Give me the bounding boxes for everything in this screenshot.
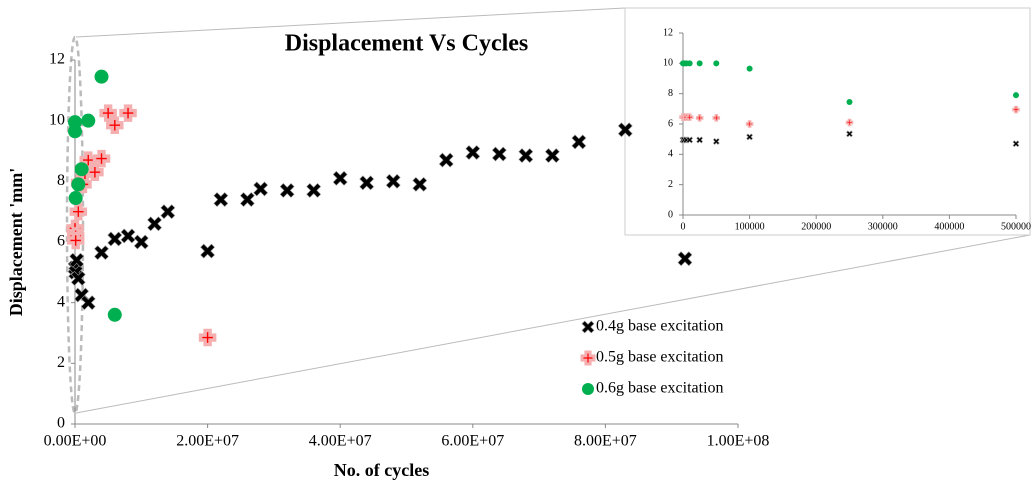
y-tick-label: 6 (668, 118, 673, 129)
legend-label: 0.6g base excitation (596, 380, 724, 397)
data-point (107, 307, 122, 322)
data-point (71, 177, 86, 192)
data-point (120, 228, 136, 244)
legend-label: 0.4g base excitation (596, 318, 724, 335)
x-tick-label: 300000 (868, 221, 898, 232)
data-point (306, 183, 322, 198)
data-point (491, 146, 507, 162)
y-tick-label: 6 (57, 233, 65, 250)
data-point (81, 113, 96, 128)
data-point (198, 328, 217, 347)
y-tick-label: 4 (57, 293, 65, 310)
data-point (1012, 140, 1020, 148)
x-tick-label: 200000 (801, 221, 831, 232)
x-axis-title: No. of cycles (334, 460, 429, 480)
data-point (544, 148, 560, 163)
data-point (106, 116, 124, 134)
data-point (213, 192, 229, 207)
y-tick-label: 2 (668, 179, 673, 190)
data-point (279, 183, 295, 198)
data-point (712, 138, 720, 145)
zoom-connector (75, 7, 626, 38)
data-point (695, 114, 704, 122)
data-point (438, 152, 454, 168)
data-point (713, 60, 720, 67)
y-tick-label: 10 (663, 58, 673, 69)
legend-marker (582, 383, 594, 395)
data-point (677, 251, 693, 267)
data-point (1012, 105, 1020, 114)
chart-title: Displacement Vs Cycles (285, 31, 529, 57)
data-point (94, 245, 109, 261)
y-tick-label: 0 (57, 415, 65, 432)
data-point (80, 295, 96, 311)
legend-label: 0.5g base excitation (596, 349, 724, 366)
data-point (745, 120, 754, 128)
data-point (332, 170, 348, 186)
data-point (696, 60, 703, 67)
x-tick-label: 2.00E+07 (176, 433, 239, 450)
data-point (74, 162, 89, 177)
data-point (712, 114, 721, 122)
data-point (846, 99, 853, 106)
zoom-connector (75, 234, 1031, 414)
data-point (465, 145, 481, 160)
y-tick-label: 12 (49, 51, 65, 68)
data-point (94, 69, 109, 84)
data-point (571, 134, 587, 150)
data-point (253, 181, 269, 197)
data-point (746, 65, 753, 72)
data-point (147, 216, 162, 232)
data-point (68, 191, 83, 206)
data-point (160, 204, 176, 220)
x-tick-label: 500000 (1001, 221, 1031, 232)
y-tick-label: 10 (49, 111, 65, 128)
data-point (133, 234, 149, 250)
data-point (617, 122, 633, 138)
data-point (69, 202, 88, 221)
data-point (119, 104, 137, 122)
data-point (1013, 92, 1019, 99)
data-point (412, 176, 428, 192)
data-point (200, 243, 216, 259)
data-point (385, 173, 401, 189)
data-point (685, 113, 694, 121)
data-point (746, 133, 754, 141)
data-point (359, 175, 375, 191)
data-point (686, 136, 694, 144)
data-point (846, 130, 853, 138)
y-tick-label: 0 (668, 209, 673, 220)
data-point (696, 136, 704, 144)
data-point (69, 252, 85, 268)
data-point (70, 270, 86, 286)
data-point (845, 118, 854, 127)
data-point (66, 231, 85, 250)
data-point (518, 148, 534, 163)
data-point (92, 149, 111, 168)
x-tick-label: 8.00E+07 (574, 433, 637, 450)
legend-marker (581, 320, 595, 334)
data-point (686, 60, 693, 67)
x-tick-label: 6.00E+07 (441, 433, 504, 450)
x-tick-label: 0.00E+00 (44, 433, 107, 450)
x-tick-label: 4.00E+07 (309, 433, 372, 450)
x-tick-label: 400000 (934, 221, 964, 232)
data-point (107, 231, 123, 247)
x-tick-label: 1.00E+08 (707, 433, 770, 450)
y-tick-label: 8 (668, 88, 673, 99)
y-tick-label: 4 (668, 149, 673, 160)
y-tick-label: 8 (57, 172, 65, 189)
x-tick-label: 0 (681, 221, 686, 232)
legend-marker (580, 350, 596, 366)
y-axis-title: Displacement 'mm' (6, 168, 26, 316)
y-tick-label: 12 (663, 27, 673, 38)
x-tick-label: 100000 (735, 221, 765, 232)
y-tick-label: 2 (57, 354, 65, 371)
inset-frame (624, 7, 1031, 236)
data-point (68, 124, 82, 139)
data-point (239, 192, 255, 207)
